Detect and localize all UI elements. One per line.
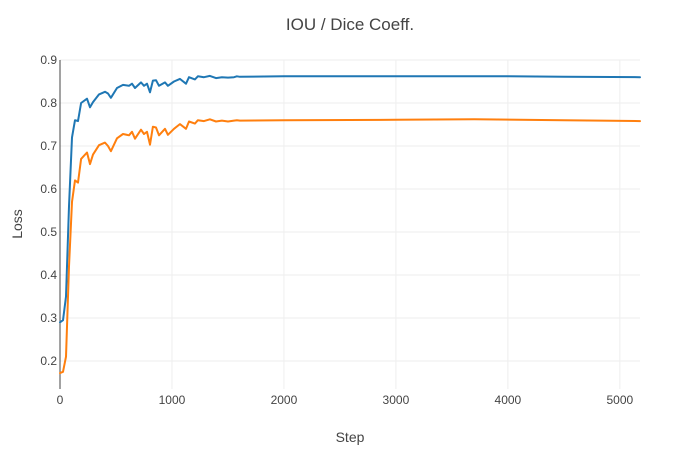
y-tick-label: 0.7 bbox=[40, 139, 57, 153]
y-tick-label: 0.8 bbox=[40, 96, 57, 110]
x-tick-label: 1000 bbox=[159, 393, 186, 407]
series bbox=[59, 74, 641, 375]
x-tick-label: 2000 bbox=[271, 393, 298, 407]
x-tick-label: 3000 bbox=[383, 393, 410, 407]
x-tick-label: 5000 bbox=[606, 393, 633, 407]
series-line-1 bbox=[59, 74, 641, 324]
y-tick-labels: 0.2 0.3 0.4 0.5 0.6 0.7 0.8 0.9 bbox=[40, 53, 57, 368]
grid bbox=[60, 59, 640, 389]
x-tick-label: 4000 bbox=[495, 393, 522, 407]
x-tick-label: 0 bbox=[57, 393, 64, 407]
y-axis-title: Loss bbox=[9, 209, 25, 239]
chart-title: IOU / Dice Coeff. bbox=[286, 15, 414, 34]
y-tick-label: 0.3 bbox=[40, 311, 57, 325]
x-axis-title: Step bbox=[336, 429, 365, 445]
x-tick-labels: 0 1000 2000 3000 4000 5000 bbox=[57, 393, 634, 407]
y-tick-label: 0.4 bbox=[40, 268, 57, 282]
y-tick-label: 0.9 bbox=[40, 53, 57, 67]
series-line-2 bbox=[59, 118, 641, 375]
y-tick-label: 0.6 bbox=[40, 182, 57, 196]
y-tick-label: 0.2 bbox=[40, 354, 57, 368]
y-tick-label: 0.5 bbox=[40, 225, 57, 239]
